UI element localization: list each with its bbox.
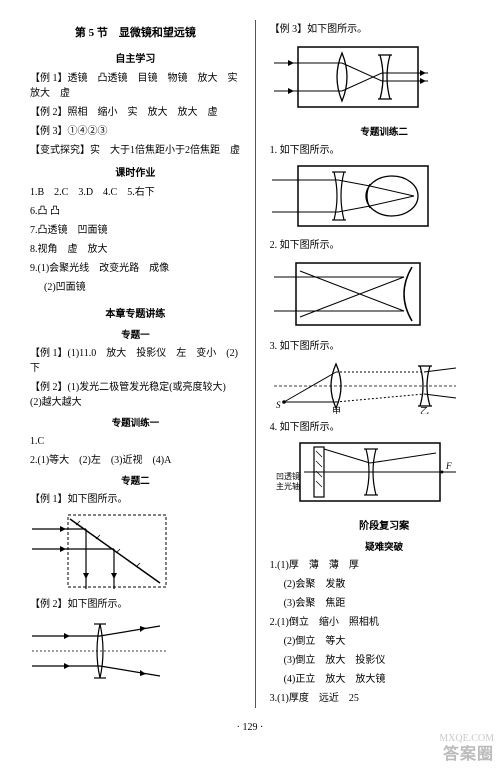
text-line: (2)凹面镜: [30, 280, 241, 295]
figure-right-1: [270, 162, 499, 232]
box-label-1: 凹透镜: [276, 471, 300, 481]
text-line: 1.(1)厚 薄 薄 厚: [270, 558, 499, 573]
axis-f-label: F: [445, 461, 452, 471]
right-column: 【例 3】如下图所示。: [270, 20, 499, 708]
text-line: 【例 1】如下图所示。: [30, 492, 241, 507]
figure-right-3: S 甲 乙: [270, 358, 499, 414]
chapter-practice-title: 本章专题讲练: [30, 305, 241, 320]
figure-right-2: [270, 257, 499, 333]
text-line: 【例 3】①④②③: [30, 124, 241, 139]
lens-label-right: 乙: [420, 406, 429, 414]
text-line: (2)会聚 发散: [270, 577, 499, 592]
text-line: 【例 1】透镜 凸透镜 目镜 物镜 放大 实 放大 虚: [30, 71, 241, 101]
text-line: 2.(1)等大 (2)左 (3)近视 (4)A: [30, 453, 241, 468]
text-line: (3)倒立 放大 投影仪: [270, 653, 499, 668]
text-line: 【变式探究】实 大于1倍焦距小于2倍焦距 虚: [30, 143, 241, 158]
text-line: 1. 如下图所示。: [270, 143, 499, 158]
text-line: 【例 3】如下图所示。: [270, 22, 499, 37]
text-line: 【例 2】照相 缩小 实 放大 放大 虚: [30, 105, 241, 120]
figure-left-1: [30, 511, 241, 591]
text-line: 【例 1】(1)11.0 放大 投影仪 左 变小 (2)下: [30, 346, 241, 376]
figure-right-top: [270, 41, 499, 117]
svg-text:S: S: [276, 400, 281, 410]
training-two-title: 专题训练二: [270, 124, 499, 138]
heading-self-study: 自主学习: [30, 50, 241, 65]
text-line: (3)会聚 焦距: [270, 596, 499, 611]
topic-two-title: 专题二: [30, 473, 241, 487]
doubt-title: 疑难突破: [270, 539, 499, 553]
text-line: 【例 2】(1)发光二极管发光稳定(或亮度较大) (2)越大越大: [30, 380, 241, 410]
topic-one-title: 专题一: [30, 327, 241, 341]
page-number: · 129 ·: [0, 722, 500, 733]
figure-left-2: [30, 616, 241, 686]
text-line: (4)正立 放大 放大镜: [270, 672, 499, 687]
lens-label-left: 甲: [332, 406, 341, 414]
text-line: 8.视角 虚 放大: [30, 242, 241, 257]
text-line: 2.(1)倒立 缩小 照相机: [270, 615, 499, 630]
text-line: 【例 2】如下图所示。: [30, 597, 241, 612]
column-divider: [255, 20, 256, 708]
text-line: 3. 如下图所示。: [270, 339, 499, 354]
text-line: (2)倒立 等大: [270, 634, 499, 649]
training-one-title: 专题训练一: [30, 415, 241, 429]
figure-right-4: F 凹透镜 主光轴: [270, 439, 499, 509]
text-line: 6.凸 凸: [30, 204, 241, 219]
text-line: 3.(1)厚度 远近 25: [270, 691, 499, 706]
stage-review-title: 阶段复习案: [270, 517, 499, 532]
text-line: 7.凸透镜 凹面镜: [30, 223, 241, 238]
section-title: 第 5 节 显微镜和望远镜: [30, 24, 241, 40]
left-column: 第 5 节 显微镜和望远镜 自主学习 【例 1】透镜 凸透镜 目镜 物镜 放大 …: [30, 20, 241, 708]
text-line: 9.(1)会聚光线 改变光路 成像: [30, 261, 241, 276]
watermark-text: 答案圈: [443, 740, 494, 764]
text-line: 1.C: [30, 434, 241, 449]
text-line: 1.B 2.C 3.D 4.C 5.右下: [30, 185, 241, 200]
heading-homework: 课时作业: [30, 164, 241, 179]
box-label-2: 主光轴: [276, 481, 300, 491]
text-line: 4. 如下图所示。: [270, 420, 499, 435]
text-line: 2. 如下图所示。: [270, 238, 499, 253]
